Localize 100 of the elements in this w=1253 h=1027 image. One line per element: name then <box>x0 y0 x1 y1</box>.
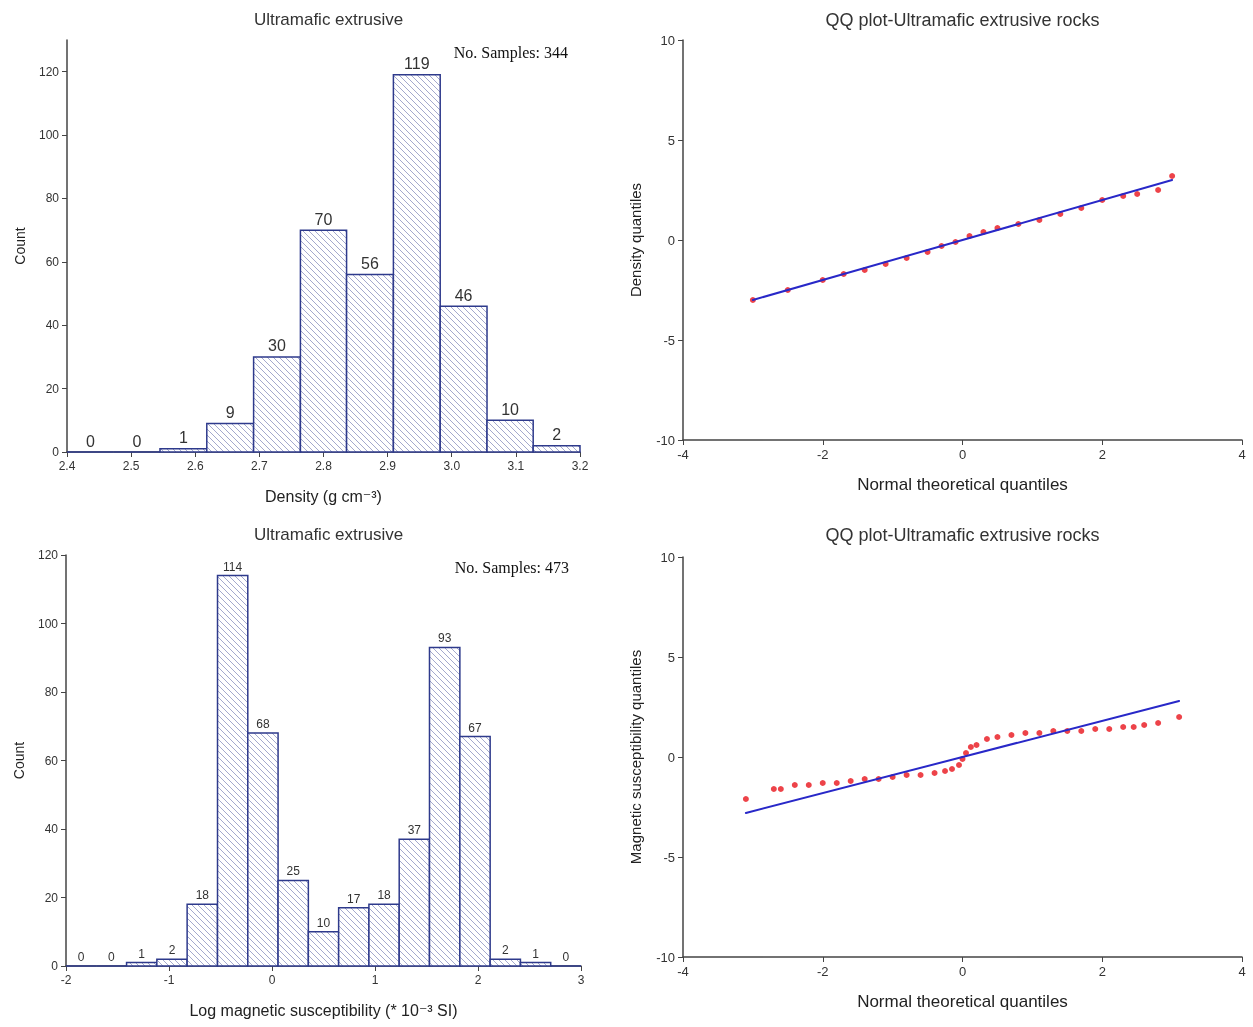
point <box>1134 191 1141 197</box>
point <box>1120 724 1127 730</box>
point <box>963 750 969 756</box>
data-label: 0 <box>77 950 85 964</box>
data-label: 9 <box>225 403 235 421</box>
x-tick-label: 2.5 <box>122 459 140 473</box>
x-tick-label: 3.2 <box>571 459 589 473</box>
point <box>931 770 938 776</box>
y-axis-title: Count <box>12 227 28 265</box>
chart-title: QQ plot-Ultramafic extrusive rocks <box>825 525 1100 545</box>
point <box>1141 722 1148 728</box>
y-axis-title: Density quantiles <box>627 182 644 298</box>
point <box>994 734 1001 740</box>
x-tick-label: 1 <box>371 973 379 987</box>
data-label: 70 <box>314 210 333 228</box>
point <box>805 782 812 788</box>
point <box>777 786 784 792</box>
point <box>949 766 956 772</box>
data-label: 18 <box>377 888 392 903</box>
x-tick-label: 0 <box>958 447 967 462</box>
x-tick-label: 2 <box>474 973 482 987</box>
x-tick-label: 2.9 <box>379 459 397 473</box>
y-tick-label: 10 <box>660 549 675 565</box>
y-tick-label: 10 <box>660 32 675 48</box>
y-axis-title: Magnetic susceptibility quantiles <box>627 649 644 865</box>
y-tick-label: 20 <box>44 890 59 905</box>
x-tick-label: 2.7 <box>251 459 269 473</box>
x-tick-label: -4 <box>677 447 689 462</box>
data-label: 10 <box>501 400 520 418</box>
x-tick-label: 3.0 <box>443 459 461 473</box>
point <box>956 762 963 768</box>
x-tick-label: -2 <box>60 973 72 987</box>
y-tick-label: 80 <box>44 685 59 699</box>
annotation: No. Samples: 344 <box>453 43 568 62</box>
chart-title: QQ plot-Ultramafic extrusive rocks <box>825 10 1100 30</box>
y-axis-title: Count <box>11 741 27 780</box>
y-tick-label: -10 <box>656 949 675 965</box>
point <box>1155 720 1162 726</box>
data-label: 10 <box>316 915 331 930</box>
y-tick-label: 80 <box>45 191 60 206</box>
point <box>1155 187 1162 193</box>
data-label: 68 <box>256 717 270 732</box>
point <box>1078 728 1085 734</box>
point <box>833 780 840 786</box>
y-tick-label: 0 <box>667 232 675 248</box>
point <box>847 778 854 784</box>
point <box>1022 730 1029 736</box>
x-tick-label: -2 <box>816 447 829 462</box>
data-label: 0 <box>562 950 570 964</box>
point <box>1036 730 1043 736</box>
x-axis-title: Normal theoretical quantiles <box>857 992 1068 1011</box>
data-label: 93 <box>438 631 452 646</box>
x-axis-title: Density (g cm⁻³) <box>265 487 382 505</box>
y-tick-label: 120 <box>37 548 59 562</box>
point <box>819 780 826 786</box>
point <box>1106 726 1113 732</box>
y-tick-label: 20 <box>45 381 60 396</box>
point <box>1008 732 1015 738</box>
point <box>973 742 980 748</box>
point <box>770 786 777 792</box>
chart-title: Ultramafic extrusive <box>253 525 404 544</box>
data-label: 56 <box>361 255 379 273</box>
data-label: 2 <box>501 943 509 958</box>
data-label: 1 <box>138 946 146 961</box>
data-label: 37 <box>407 823 422 838</box>
y-tick-label: -5 <box>663 332 675 348</box>
data-label: 0 <box>132 432 142 450</box>
data-label: 18 <box>195 888 210 903</box>
point <box>967 744 974 750</box>
x-axis-title: Normal theoretical quantiles <box>857 475 1068 494</box>
point <box>1130 724 1137 730</box>
point <box>861 776 868 782</box>
y-tick-label: 40 <box>45 318 60 333</box>
y-tick-label: -10 <box>656 432 675 448</box>
data-label: 17 <box>347 891 361 906</box>
point <box>983 736 990 742</box>
annotation: No. Samples: 473 <box>454 558 569 577</box>
data-label: 114 <box>223 559 243 574</box>
x-tick-label: 4 <box>1238 447 1246 462</box>
y-tick-label: 5 <box>667 649 675 665</box>
x-tick-label: 2 <box>1098 447 1106 462</box>
y-tick-label: 5 <box>667 132 675 148</box>
x-tick-label: -4 <box>677 964 689 979</box>
point <box>742 796 749 802</box>
y-tick-label: 60 <box>45 254 60 269</box>
point <box>1169 173 1176 179</box>
y-tick-label: 100 <box>37 616 59 631</box>
data-label: 25 <box>286 864 301 879</box>
data-label: 0 <box>85 432 95 450</box>
x-tick-label: 2.8 <box>315 459 333 473</box>
x-tick-label: 0 <box>268 973 276 987</box>
y-tick-label: 120 <box>38 64 60 79</box>
y-tick-label: -5 <box>663 849 675 865</box>
data-label: 30 <box>268 337 287 355</box>
point <box>917 772 924 778</box>
data-label: 2 <box>552 426 562 444</box>
x-tick-label: 3 <box>577 973 585 987</box>
point <box>942 768 949 774</box>
data-label: 1 <box>532 946 540 961</box>
x-tick-label: -1 <box>163 973 175 987</box>
